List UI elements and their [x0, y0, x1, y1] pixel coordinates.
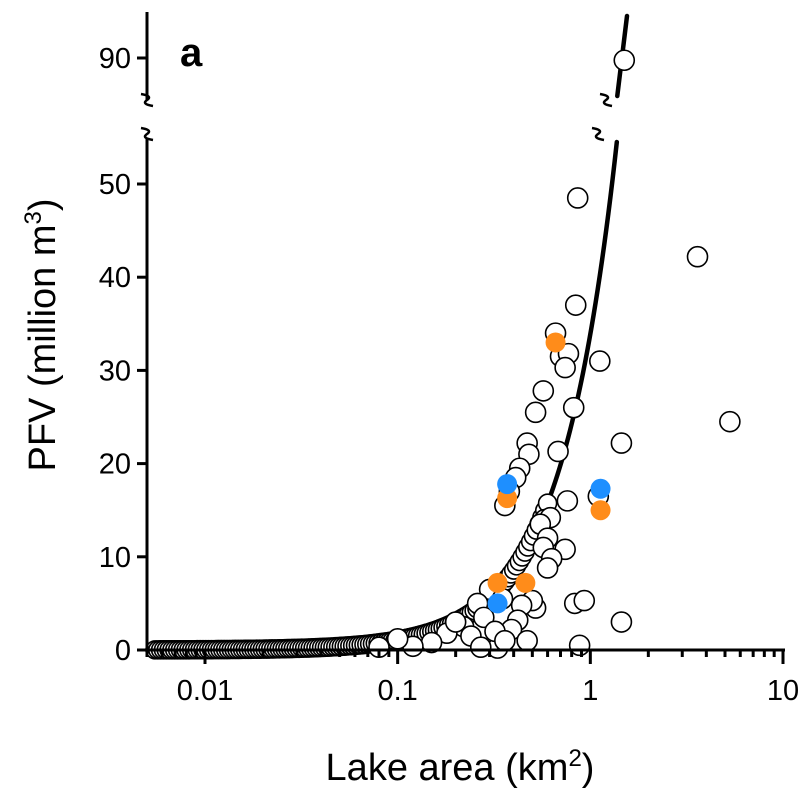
data-point-open	[566, 187, 589, 209]
y-tick-label: 50	[99, 169, 131, 201]
data-point-open	[610, 432, 633, 454]
curve-break-mark-lower	[591, 126, 605, 142]
data-point-open	[564, 294, 587, 316]
x-tick-label: 0.1	[378, 675, 418, 707]
data-point-open	[536, 557, 559, 579]
data-point-orange	[497, 488, 518, 509]
data-point-open	[386, 628, 409, 650]
data-point-open	[562, 396, 585, 419]
data-point-open	[444, 611, 467, 633]
data-point-orange	[545, 332, 566, 353]
panel-label: a	[180, 31, 203, 75]
x-axis-title-main: Lake area (km	[326, 747, 569, 789]
data-point-open	[686, 245, 709, 268]
data-point-open	[610, 611, 633, 633]
data-points-layer	[145, 49, 741, 660]
data-point-open	[589, 350, 611, 372]
x-axis-title-superscript: 2	[568, 745, 581, 772]
data-point-open	[556, 490, 579, 512]
y-axis-title-main: PFV (million m	[22, 224, 64, 471]
data-point-open	[524, 401, 547, 424]
y-tick-label: 20	[99, 449, 131, 481]
data-point-orange	[590, 500, 611, 521]
data-point-orange	[515, 572, 536, 593]
x-tick-label: 1	[582, 675, 598, 707]
data-point-open	[532, 380, 555, 402]
y-tick-label: 40	[99, 262, 131, 294]
data-point-open	[547, 440, 569, 463]
y-axis-title-end: )	[22, 198, 64, 211]
y-tick-label: 10	[99, 542, 131, 574]
axes-layer: 0 10 20 30 40 50 90 0.01 0.1 1 10	[99, 12, 799, 707]
data-point-open	[613, 49, 636, 72]
y-tick-label: 30	[99, 355, 131, 387]
data-point-open	[573, 589, 596, 612]
curve-break-mark-upper	[599, 92, 613, 108]
y-axis-break-mark-upper	[140, 92, 154, 108]
data-point-open	[516, 629, 538, 652]
y-tick-label: 90	[99, 43, 131, 75]
x-axis-title-end: )	[582, 747, 595, 789]
data-point-open	[719, 410, 741, 433]
data-point-blue	[497, 474, 518, 495]
x-tick-label: 10	[767, 675, 799, 707]
data-point-open	[368, 636, 390, 659]
x-axis-title: Lake area (km2)	[326, 745, 595, 789]
data-point-blue	[590, 478, 611, 499]
data-point-blue	[487, 593, 508, 614]
x-tick-label: 0.01	[177, 675, 233, 707]
y-axis-title-superscript: 3	[20, 211, 47, 224]
data-point-open	[554, 356, 576, 379]
data-point-open	[473, 606, 495, 629]
data-point-orange	[487, 572, 508, 593]
data-point-open	[469, 636, 492, 659]
y-tick-label: 0	[115, 635, 131, 667]
y-axis-break-mark-lower	[140, 126, 154, 142]
y-axis-title: PFV (million m3)	[20, 198, 64, 471]
data-point-open	[494, 629, 516, 652]
